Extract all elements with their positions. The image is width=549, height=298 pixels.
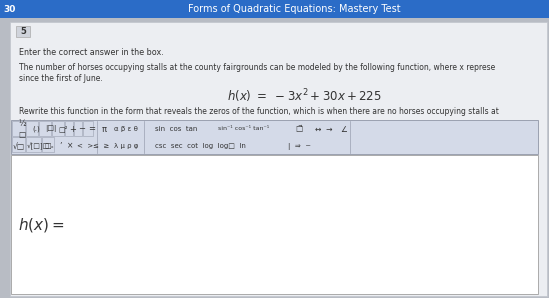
FancyBboxPatch shape bbox=[16, 26, 30, 37]
Text: =: = bbox=[88, 125, 95, 134]
FancyBboxPatch shape bbox=[11, 120, 538, 154]
Text: √□: √□ bbox=[13, 142, 25, 150]
FancyBboxPatch shape bbox=[10, 22, 547, 296]
FancyBboxPatch shape bbox=[42, 137, 54, 152]
FancyBboxPatch shape bbox=[83, 121, 93, 136]
Text: |  ⇒  ~: | ⇒ ~ bbox=[288, 142, 311, 150]
Text: csc  sec  cot  log  log□  ln: csc sec cot log log□ ln bbox=[155, 143, 246, 149]
Text: sin⁻¹ cos⁻¹ tan⁻¹: sin⁻¹ cos⁻¹ tan⁻¹ bbox=[218, 126, 269, 131]
Text: since the first of June.: since the first of June. bbox=[19, 74, 103, 83]
FancyBboxPatch shape bbox=[11, 155, 538, 294]
Text: −: − bbox=[78, 125, 85, 134]
Text: □ₓ: □ₓ bbox=[44, 143, 54, 149]
FancyBboxPatch shape bbox=[52, 121, 64, 136]
Text: ½
□: ½ □ bbox=[19, 119, 26, 139]
Text: The number of horses occupying stalls at the county fairgrounds can be modeled b: The number of horses occupying stalls at… bbox=[19, 63, 495, 72]
FancyBboxPatch shape bbox=[26, 121, 38, 136]
FancyBboxPatch shape bbox=[39, 121, 51, 136]
Text: □⃗: □⃗ bbox=[295, 125, 302, 134]
Text: 5: 5 bbox=[20, 27, 26, 36]
FancyBboxPatch shape bbox=[26, 137, 41, 152]
Text: ↔  →: ↔ → bbox=[315, 125, 333, 134]
FancyBboxPatch shape bbox=[65, 121, 73, 136]
Text: sin  cos  tan: sin cos tan bbox=[155, 126, 198, 132]
FancyBboxPatch shape bbox=[0, 0, 549, 18]
Text: π: π bbox=[102, 125, 107, 134]
Text: ’: ’ bbox=[59, 142, 61, 150]
Text: $h(x)\ =\ -3x^2 + 30x + 225$: $h(x)\ =\ -3x^2 + 30x + 225$ bbox=[227, 87, 382, 105]
Text: |□|: |□| bbox=[45, 125, 57, 133]
Text: Rewrite this function in the form that reveals the zeros of the function, which : Rewrite this function in the form that r… bbox=[19, 107, 499, 116]
Text: √[□]□: √[□]□ bbox=[27, 142, 51, 150]
Text: <  >: < > bbox=[77, 143, 93, 149]
Text: λ μ ρ φ: λ μ ρ φ bbox=[114, 143, 138, 149]
Text: ×: × bbox=[67, 142, 74, 150]
Text: Enter the correct answer in the box.: Enter the correct answer in the box. bbox=[19, 48, 164, 57]
Text: ∠: ∠ bbox=[340, 125, 347, 134]
Text: +: + bbox=[69, 125, 76, 134]
FancyBboxPatch shape bbox=[74, 121, 82, 136]
Text: □²: □² bbox=[58, 125, 68, 133]
Text: ≤  ≥: ≤ ≥ bbox=[93, 143, 109, 149]
FancyBboxPatch shape bbox=[12, 121, 25, 136]
Text: 30: 30 bbox=[3, 4, 15, 13]
Text: α β ε θ: α β ε θ bbox=[114, 126, 138, 132]
Text: (.): (.) bbox=[32, 126, 40, 132]
FancyBboxPatch shape bbox=[12, 137, 25, 152]
Text: Forms of Quadratic Equations: Mastery Test: Forms of Quadratic Equations: Mastery Te… bbox=[188, 4, 401, 14]
Text: $h(x) =$: $h(x) =$ bbox=[18, 215, 65, 234]
